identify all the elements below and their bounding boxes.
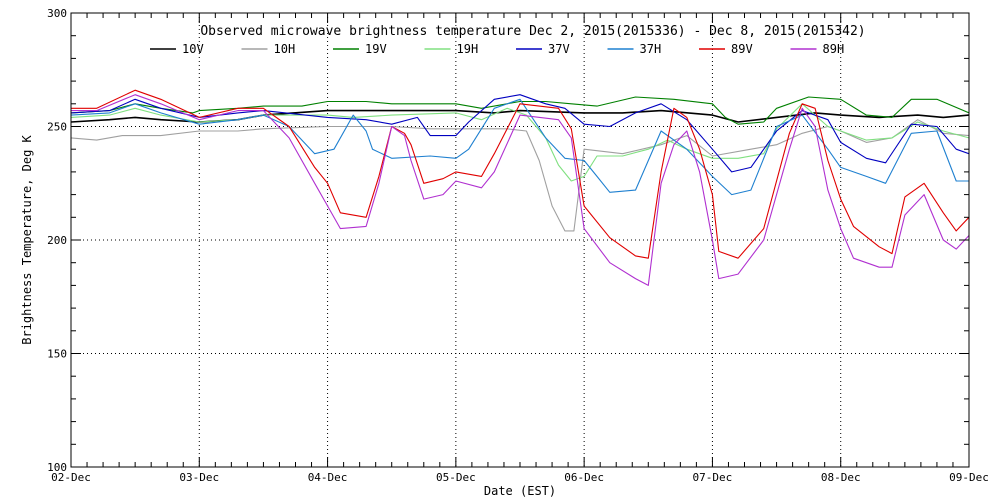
- y-tick-label: 100: [47, 461, 67, 474]
- x-tick-label: 07-Dec: [693, 471, 733, 484]
- y-axis-title: Brightness Temperature, Deg K: [20, 134, 34, 344]
- legend-label-10h: 10H: [274, 42, 296, 56]
- x-tick-label: 02-Dec: [51, 471, 91, 484]
- legend-label-19v: 19V: [365, 42, 387, 56]
- legend: 10V 10H 19V 19H 37V 37H 89V 89H: [150, 42, 844, 56]
- legend-label-89v: 89V: [731, 42, 753, 56]
- x-axis-title: Date (EST): [484, 484, 556, 498]
- series-line-10v: [71, 109, 969, 123]
- axis-ticks: 02-Dec 03-Dec 04-Dec 05-Dec 06-Dec 07-Dec 08-D…: [47, 7, 989, 484]
- legend-label-37v: 37V: [548, 42, 570, 56]
- series-line-19v: [71, 96, 969, 125]
- plot-area: [71, 89, 969, 286]
- x-tick-label: 04-Dec: [308, 471, 348, 484]
- legend-label-89h: 89H: [823, 42, 845, 56]
- legend-label-10v: 10V: [182, 42, 204, 56]
- y-tick-label: 250: [47, 121, 67, 134]
- chart-title: Observed microwave brightness temperatur…: [200, 24, 865, 39]
- y-tick-label: 150: [47, 348, 67, 361]
- series-line-89v: [71, 89, 969, 259]
- series-line-89h: [71, 94, 969, 286]
- x-tick-label: 09-Dec: [949, 471, 989, 484]
- x-tick-label: 03-Dec: [179, 471, 219, 484]
- legend-label-19h: 19H: [457, 42, 479, 56]
- series-line-37h: [71, 98, 969, 196]
- legend-label-37h: 37H: [640, 42, 662, 56]
- y-tick-label: 200: [47, 234, 67, 247]
- x-tick-label: 05-Dec: [436, 471, 476, 484]
- x-tick-label: 08-Dec: [821, 471, 861, 484]
- x-tick-label: 06-Dec: [564, 471, 604, 484]
- y-tick-label: 300: [47, 7, 67, 20]
